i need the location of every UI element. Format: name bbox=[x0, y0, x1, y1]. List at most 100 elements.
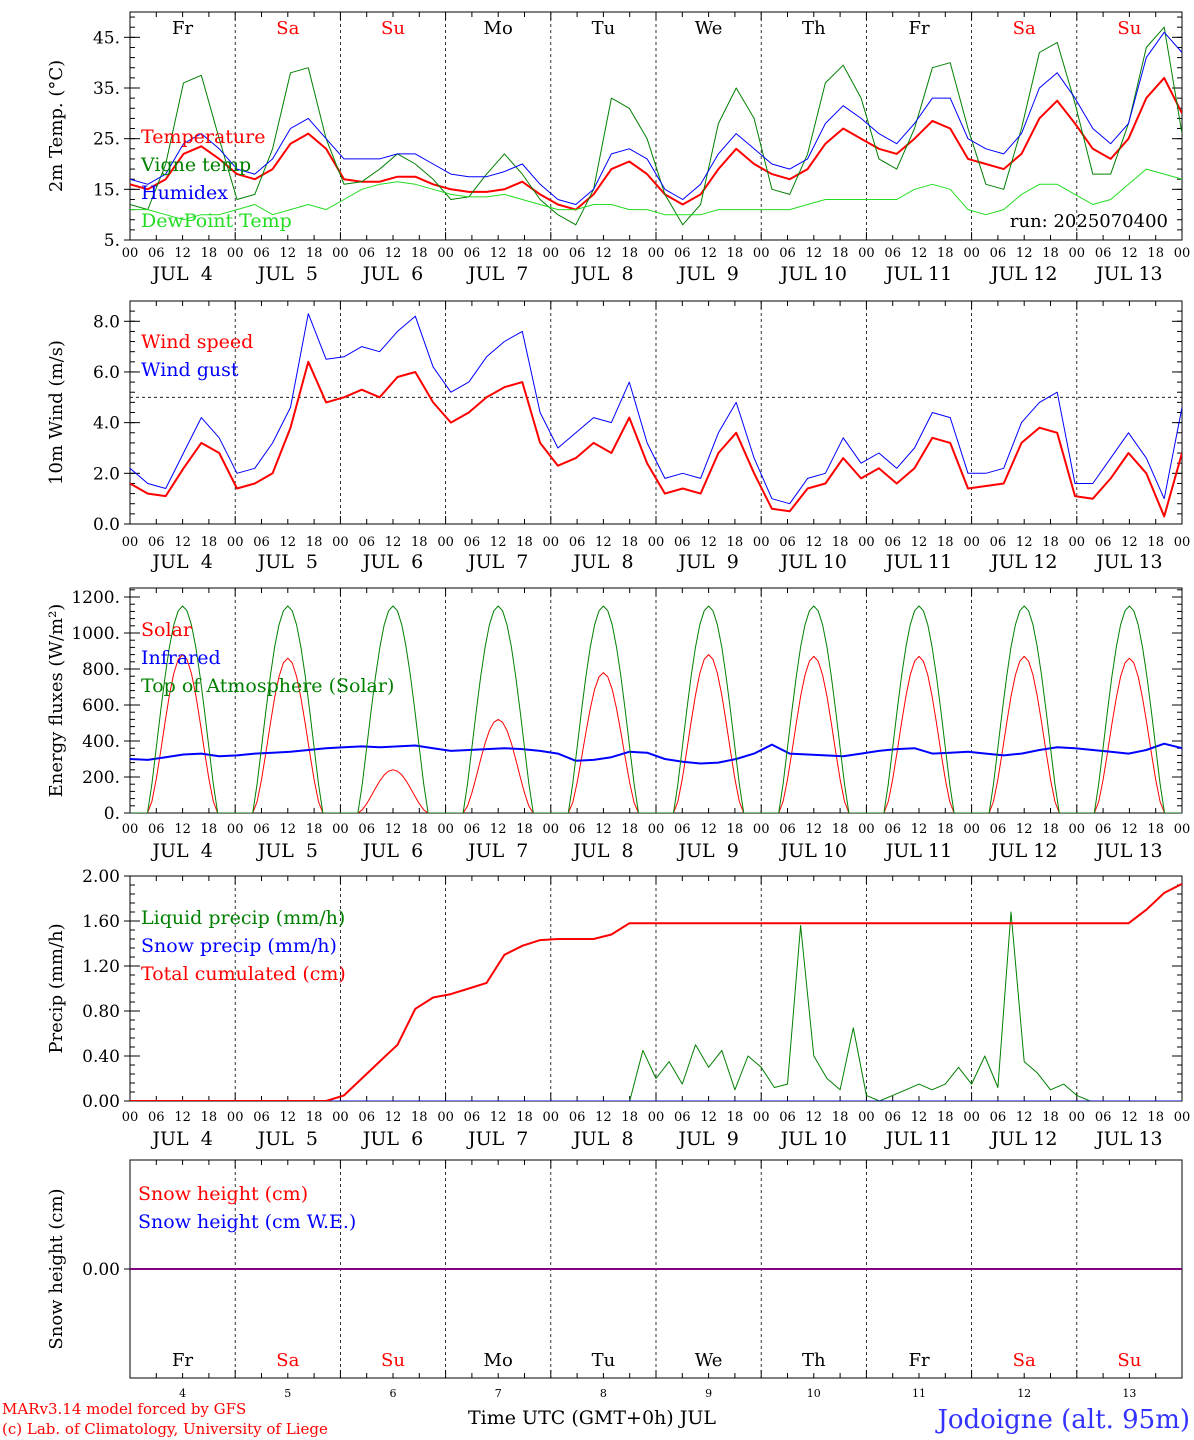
date-label: JUL 4 bbox=[150, 551, 212, 573]
date-number: 11 bbox=[912, 1387, 926, 1400]
day-of-week-label: We bbox=[695, 18, 723, 39]
y-axis-title: Precip (mm/h) bbox=[46, 923, 67, 1053]
y-tick-label: 0.00 bbox=[82, 1092, 120, 1112]
date-label: JUL 13 bbox=[1094, 1128, 1162, 1150]
hour-tick-label: 18 bbox=[727, 535, 744, 550]
date-label: JUL 13 bbox=[1094, 551, 1162, 573]
hour-tick-label: 00 bbox=[122, 246, 139, 261]
hour-tick-label: 18 bbox=[937, 246, 954, 261]
y-tick-label: 8.0 bbox=[93, 312, 120, 332]
date-label: JUL 8 bbox=[571, 1128, 633, 1150]
hour-tick-label: 00 bbox=[858, 1110, 875, 1125]
date-label: JUL 5 bbox=[256, 263, 318, 285]
hour-tick-label: 12 bbox=[911, 535, 928, 550]
hour-tick-label: 00 bbox=[1174, 1110, 1191, 1125]
date-label: JUL 11 bbox=[884, 840, 952, 862]
hour-tick-label: 12 bbox=[1121, 1110, 1138, 1125]
date-label: JUL 6 bbox=[361, 551, 423, 573]
hour-tick-label: 00 bbox=[858, 822, 875, 837]
panel-3: 0. 200. 400. 600. 800. 1000. 1200.Energy fluxe… bbox=[46, 587, 1190, 862]
hour-tick-label: 18 bbox=[306, 822, 323, 837]
hour-tick-label: 18 bbox=[727, 822, 744, 837]
hour-tick-label: 06 bbox=[148, 535, 165, 550]
hour-tick-label: 06 bbox=[358, 1110, 375, 1125]
hour-tick-label: 18 bbox=[201, 822, 218, 837]
y-tick-label: 600. bbox=[82, 696, 120, 716]
hour-tick-label: 00 bbox=[1069, 246, 1086, 261]
hour-tick-label: 18 bbox=[1147, 246, 1164, 261]
hour-tick-label: 06 bbox=[464, 535, 481, 550]
hour-tick-label: 12 bbox=[911, 246, 928, 261]
legend-series-temperature: Temperature bbox=[141, 126, 265, 148]
date-label: JUL 4 bbox=[150, 1128, 212, 1150]
hour-tick-label: 06 bbox=[990, 1110, 1007, 1125]
hour-tick-label: 12 bbox=[1016, 1110, 1033, 1125]
legend-series-wind-gust: Wind gust bbox=[141, 359, 239, 381]
date-label: JUL 11 bbox=[884, 263, 952, 285]
hour-tick-label: 06 bbox=[358, 535, 375, 550]
day-of-week-label: Th bbox=[802, 1350, 826, 1371]
day-of-week-label: Sa bbox=[276, 1350, 299, 1371]
y-tick-label: 2.00 bbox=[82, 867, 120, 887]
hour-tick-label: 12 bbox=[700, 246, 717, 261]
hour-tick-label: 06 bbox=[1095, 246, 1112, 261]
hour-tick-label: 18 bbox=[201, 246, 218, 261]
day-of-week-label: Fr bbox=[908, 1350, 929, 1371]
legend-series-vigne-temp: Vigne temp bbox=[140, 154, 251, 176]
footer-copyright: (c) Lab. of Climatology, University of L… bbox=[2, 1420, 328, 1438]
date-label: JUL 4 bbox=[150, 840, 212, 862]
hour-tick-label: 06 bbox=[990, 535, 1007, 550]
date-label: JUL 9 bbox=[676, 263, 738, 285]
location-title: Jodoigne (alt. 95m) bbox=[934, 1405, 1190, 1435]
series-dewpoint-temp-line bbox=[130, 168, 1182, 221]
y-tick-label: 1.20 bbox=[82, 957, 120, 977]
hour-tick-label: 18 bbox=[937, 1110, 954, 1125]
date-number: 5 bbox=[284, 1387, 291, 1400]
y-tick-label: 200. bbox=[82, 768, 120, 788]
date-label: JUL 7 bbox=[466, 263, 528, 285]
hour-tick-label: 00 bbox=[753, 1110, 770, 1125]
hour-tick-label: 12 bbox=[280, 822, 297, 837]
panel-2: 0.0 2.0 4.0 6.0 8.0 10m Wind (m/s) Wind speed W… bbox=[46, 300, 1191, 573]
legend-series-top-of-atmosphere-solar: Top of Atmosphere (Solar) bbox=[141, 675, 394, 697]
legend-series-wind-speed: Wind speed bbox=[141, 331, 253, 353]
hour-tick-label: 12 bbox=[806, 535, 823, 550]
hour-tick-label: 18 bbox=[621, 246, 638, 261]
legend-series-humidex: Humidex bbox=[141, 182, 228, 204]
hour-tick-label: 00 bbox=[227, 246, 244, 261]
date-label: JUL 4 bbox=[150, 263, 212, 285]
hour-tick-label: 12 bbox=[174, 535, 191, 550]
hour-tick-label: 00 bbox=[858, 246, 875, 261]
date-label: JUL 10 bbox=[779, 840, 847, 862]
day-of-week-label: Fr bbox=[172, 1350, 193, 1371]
y-tick-label: 0.0 bbox=[93, 515, 120, 535]
panel-1: 5. 15. 25. 35. 45. 2m Temp. (°C) Temperature Vi… bbox=[46, 11, 1190, 285]
date-number: 8 bbox=[600, 1387, 607, 1400]
hour-tick-label: 00 bbox=[963, 822, 980, 837]
hour-tick-label: 00 bbox=[543, 535, 560, 550]
hour-tick-label: 12 bbox=[280, 246, 297, 261]
hour-tick-label: 18 bbox=[201, 535, 218, 550]
hour-tick-label: 06 bbox=[779, 1110, 796, 1125]
day-of-week-label: Su bbox=[1117, 1350, 1141, 1371]
hour-tick-label: 18 bbox=[306, 535, 323, 550]
legend-series-dewpoint-temp: DewPoint Temp bbox=[141, 210, 292, 232]
hour-tick-label: 18 bbox=[727, 1110, 744, 1125]
panel-5: 0.00 Snow height (cm) Snow height (cm) Snow… bbox=[46, 1159, 1183, 1400]
hour-tick-label: 18 bbox=[516, 535, 533, 550]
hour-tick-label: 18 bbox=[832, 822, 849, 837]
hour-tick-label: 06 bbox=[1095, 1110, 1112, 1125]
hour-tick-label: 00 bbox=[1174, 535, 1191, 550]
hour-tick-label: 12 bbox=[174, 1110, 191, 1125]
day-of-week-label: Fr bbox=[908, 18, 929, 39]
date-label: JUL 9 bbox=[676, 1128, 738, 1150]
hour-tick-label: 18 bbox=[411, 1110, 428, 1125]
date-number: 12 bbox=[1017, 1387, 1031, 1400]
series-humidex-line bbox=[130, 31, 1182, 205]
hour-tick-label: 06 bbox=[1095, 535, 1112, 550]
hour-tick-label: 18 bbox=[727, 246, 744, 261]
y-tick-label: 0.80 bbox=[82, 1002, 120, 1022]
day-of-week-label: Fr bbox=[172, 18, 193, 39]
day-of-week-label: Mo bbox=[484, 18, 513, 39]
hour-tick-label: 18 bbox=[832, 246, 849, 261]
